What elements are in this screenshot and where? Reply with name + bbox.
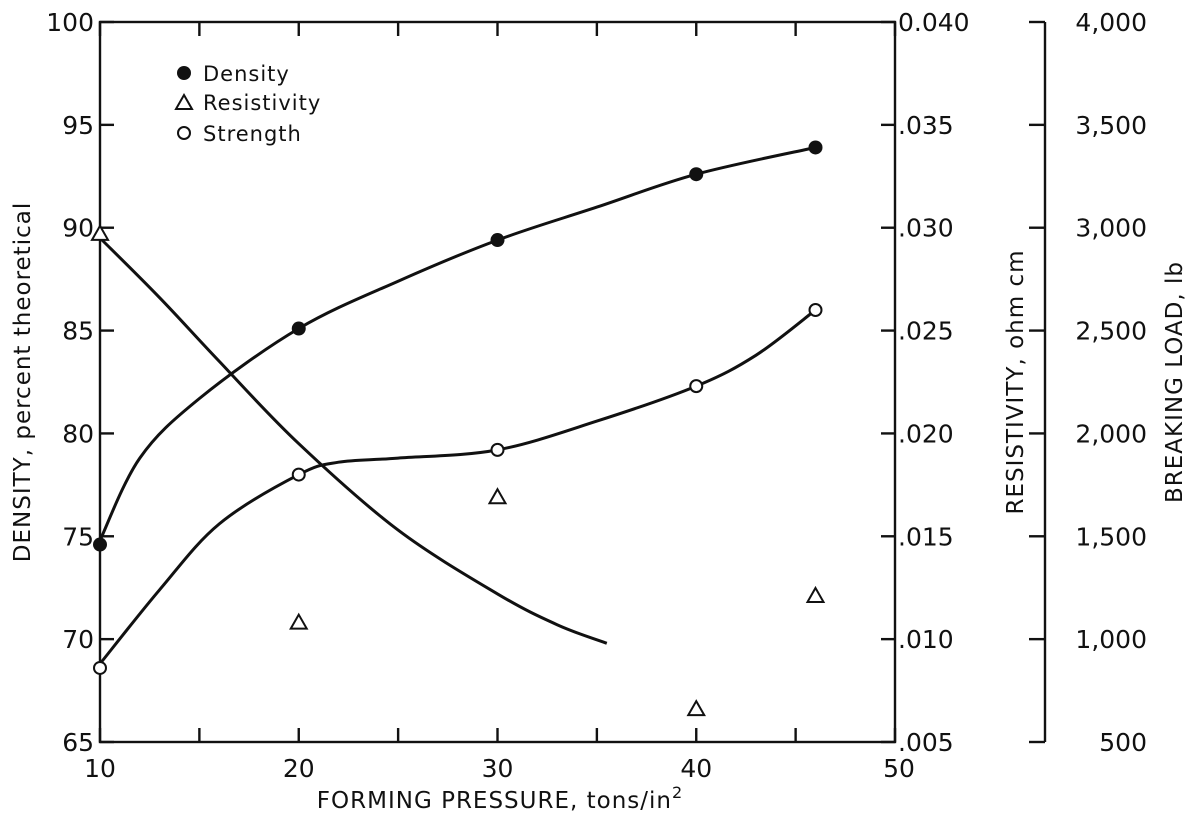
breaking-load-tick-label: 1,000 bbox=[1075, 625, 1147, 654]
density-point bbox=[689, 167, 704, 182]
left-y-tick-label: 75 bbox=[62, 522, 94, 551]
density-point bbox=[490, 233, 505, 248]
resistivity-point bbox=[289, 612, 309, 630]
resistivity-tick-label: 0.040 bbox=[898, 8, 970, 37]
x-axis-label: FORMING PRESSURE, tons/in2 bbox=[317, 783, 683, 814]
strength-point bbox=[291, 467, 306, 482]
left-y-tick-label: 85 bbox=[62, 317, 94, 346]
breaking-load-axis-label: BREAKING LOAD, lb bbox=[1162, 261, 1188, 503]
strength-point bbox=[808, 303, 823, 317]
legend-resistivity-marker bbox=[174, 92, 194, 110]
resistivity-tick-label: .020 bbox=[898, 419, 954, 448]
resistivity-tick-label: .005 bbox=[898, 728, 954, 757]
resistivity-point bbox=[686, 699, 706, 717]
x-tick-label: 20 bbox=[283, 754, 315, 783]
strength-point bbox=[490, 442, 505, 457]
resistivity-curve bbox=[98, 236, 608, 645]
curves bbox=[98, 146, 817, 665]
breaking-load-tick-label: 3,500 bbox=[1075, 111, 1147, 140]
breaking-load-tick-label: 2,000 bbox=[1075, 419, 1147, 448]
left-y-axis-label: DENSITY, percent theoretical bbox=[10, 202, 36, 562]
legend: Density Resistivity Strength bbox=[174, 62, 321, 146]
left-y-tick-label: 80 bbox=[62, 419, 94, 448]
strength-point bbox=[689, 379, 704, 394]
left-y-tick-label: 65 bbox=[62, 728, 94, 757]
resistivity-axis-label: RESISTIVITY, ohm cm bbox=[1003, 250, 1029, 515]
breaking-load-tick-label: 4,000 bbox=[1075, 8, 1147, 37]
x-tick-label: 30 bbox=[482, 754, 514, 783]
breaking-load-tick-label: 1,500 bbox=[1075, 522, 1147, 551]
x-tick-label: 50 bbox=[883, 754, 915, 783]
resistivity-tick-label: .015 bbox=[898, 522, 954, 551]
axes: 10 20 30 40 50 65 .005 500 70 .010 1,000 75 .015 1,50… bbox=[46, 8, 1147, 783]
breaking-load-tick-label: 2,500 bbox=[1075, 317, 1147, 346]
density-point bbox=[93, 537, 107, 552]
resistivity-point bbox=[805, 585, 826, 603]
x-tick-label: 40 bbox=[680, 754, 712, 783]
left-y-tick-label: 70 bbox=[62, 625, 94, 654]
density-curve bbox=[98, 146, 816, 542]
strength-curve bbox=[98, 308, 817, 665]
resistivity-point bbox=[90, 223, 110, 241]
resistivity-tick-label: .030 bbox=[898, 214, 954, 243]
left-y-tick-label: 90 bbox=[62, 214, 94, 243]
density-point bbox=[808, 140, 823, 155]
legend-strength-label: Strength bbox=[203, 122, 302, 146]
resistivity-point bbox=[487, 487, 508, 505]
breaking-load-tick-label: 3,000 bbox=[1075, 214, 1147, 243]
left-y-tick-label: 100 bbox=[46, 8, 94, 37]
markers bbox=[90, 140, 826, 717]
resistivity-tick-label: .035 bbox=[898, 111, 954, 140]
x-tick-label: 10 bbox=[84, 754, 116, 783]
left-y-tick-label: 95 bbox=[62, 111, 94, 140]
legend-density-marker bbox=[177, 66, 191, 80]
legend-strength-marker bbox=[177, 126, 191, 140]
resistivity-tick-label: .025 bbox=[898, 317, 954, 346]
legend-density-label: Density bbox=[203, 62, 290, 86]
legend-resistivity-label: Resistivity bbox=[203, 91, 321, 115]
density-point bbox=[291, 321, 306, 336]
strength-point bbox=[93, 660, 107, 675]
resistivity-tick-label: .010 bbox=[898, 625, 954, 654]
breaking-load-tick-label: 500 bbox=[1099, 728, 1147, 757]
